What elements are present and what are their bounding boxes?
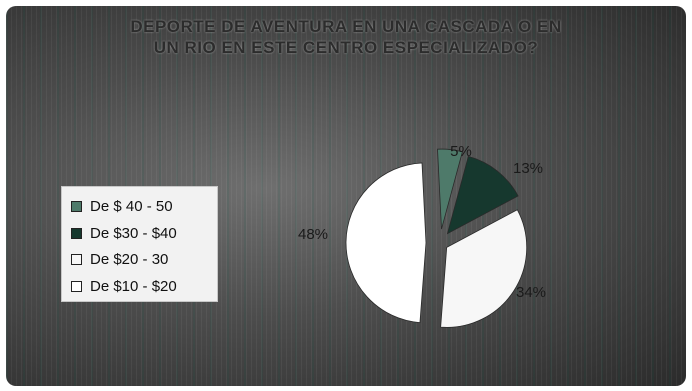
slice-percent-label: 5% [450, 143, 472, 160]
legend-item-40-50: De $ 40 - 50 [71, 196, 173, 216]
chart-legend: De $ 40 - 50 De $30 - $40 De $20 - 30 De… [61, 186, 218, 302]
pie-slice [437, 148, 463, 230]
legend-label: De $10 - $20 [90, 277, 177, 295]
legend-swatch [71, 253, 82, 265]
legend-item-20-30: De $20 - 30 [71, 249, 168, 269]
pie-slice [446, 155, 519, 235]
chart-title-line-2: DEPORTE DE AVENTURA EN UNA CASCADA O EN [130, 17, 562, 36]
pie-chart: 5% 13% 34% 48% [298, 143, 546, 328]
legend-item-10-20: De $10 - $20 [71, 276, 177, 296]
legend-item-30-40: De $30 - $40 [71, 223, 177, 243]
legend-swatch [71, 280, 82, 292]
pie-slice [440, 209, 528, 328]
legend-label: De $20 - 30 [90, 250, 169, 268]
chart-title: DEPORTE DE AVENTURA EN UNA CASCADA O EN … [66, 16, 626, 58]
legend-label: De $ 40 - 50 [90, 197, 173, 215]
chart-frame: DEPORTE DE AVENTURA EN UNA CASCADA O EN … [6, 6, 686, 386]
legend-swatch [71, 200, 82, 212]
legend-swatch [71, 227, 82, 239]
pie-slice [345, 162, 427, 324]
slice-percent-label: 48% [298, 226, 328, 243]
slice-percent-label: 34% [516, 284, 546, 301]
slice-percent-label: 13% [513, 160, 543, 177]
legend-label: De $30 - $40 [90, 224, 177, 242]
chart-title-line-3: UN RIO EN ESTE CENTRO ESPECIALIZADO? [153, 38, 539, 57]
